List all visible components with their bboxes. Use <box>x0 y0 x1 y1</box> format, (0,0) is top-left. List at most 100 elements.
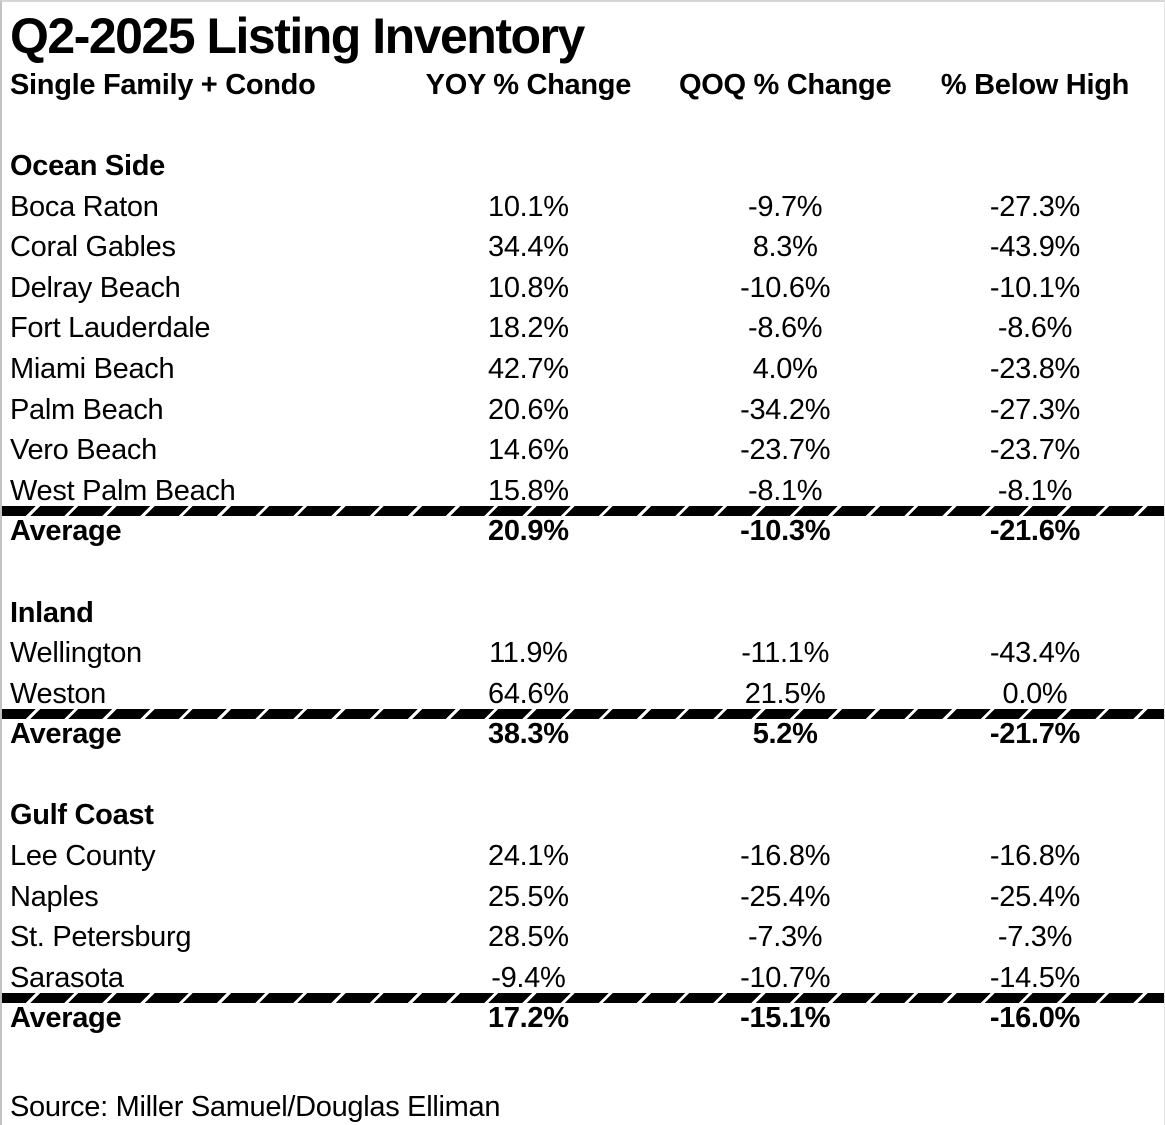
cell-value: -23.8% <box>989 352 1081 385</box>
table-row-coral-gables: Coral Gables 34.4% 8.3% -43.9% <box>2 227 1164 268</box>
cell-value: -9.7% <box>748 190 823 223</box>
column-header-qoq: QOQ % Change <box>678 68 892 101</box>
cell-label: Lee County <box>10 840 156 873</box>
cell-value: 24.1% <box>488 840 569 873</box>
section-header-ocean-side: Ocean Side <box>2 146 1164 187</box>
cell-value: 42.7% <box>488 352 569 385</box>
cell-value: -10.3% <box>740 515 831 548</box>
cell-value: 15.8% <box>488 474 569 507</box>
section-divider <box>2 505 1164 516</box>
cell-label: Wellington <box>10 637 142 670</box>
source-note: Source: Miller Samuel/Douglas Elliman <box>10 1091 501 1124</box>
cell-value: -8.1% <box>748 474 823 507</box>
cell-label: Ocean Side <box>10 149 165 182</box>
cell-value: -7.3% <box>997 921 1073 954</box>
cell-value: -43.9% <box>989 231 1081 264</box>
table-row-wellington: Wellington 11.9% -11.1% -43.4% <box>2 633 1164 674</box>
inventory-table: Single Family + Condo YOY % Change QOQ %… <box>2 65 1164 1039</box>
cell-value: -7.3% <box>748 921 823 954</box>
cell-label: Naples <box>10 880 99 913</box>
cell-value: -14.5% <box>989 961 1081 994</box>
column-header-yoy: YOY % Change <box>425 68 632 101</box>
cell-value: -8.6% <box>997 312 1073 345</box>
page-title: Q2-2025 Listing Inventory <box>10 8 585 64</box>
cell-label: Average <box>10 515 122 548</box>
section-header-inland: Inland <box>2 593 1164 634</box>
cell-value: -10.6% <box>740 271 831 304</box>
cell-value: -8.6% <box>748 312 823 345</box>
column-header-location: Single Family + Condo <box>10 68 316 101</box>
cell-value: 34.4% <box>488 231 569 264</box>
table-row-boca-raton: Boca Raton 10.1% -9.7% -27.3% <box>2 187 1164 228</box>
table-row-naples: Naples 25.5% -25.4% -25.4% <box>2 877 1164 918</box>
cell-value: 11.9% <box>489 637 568 670</box>
table-row-delray-beach: Delray Beach 10.8% -10.6% -10.1% <box>2 268 1164 309</box>
table-row-palm-beach: Palm Beach 20.6% -34.2% -27.3% <box>2 390 1164 431</box>
cell-label: Inland <box>10 596 94 629</box>
cell-value: 38.3% <box>488 718 569 751</box>
average-row-inland: Average 38.3% 5.2% -21.7% <box>2 715 1164 756</box>
cell-label: Average <box>10 718 122 751</box>
cell-label: Delray Beach <box>10 271 181 304</box>
cell-value: 28.5% <box>488 921 569 954</box>
cell-value: -23.7% <box>989 434 1081 467</box>
table-row-weston: Weston 64.6% 21.5% 0.0% <box>2 674 1164 715</box>
cell-label: West Palm Beach <box>10 474 236 507</box>
cell-value: 25.5% <box>488 880 569 913</box>
cell-label: Gulf Coast <box>10 799 154 832</box>
section-header-gulf-coast: Gulf Coast <box>2 796 1164 837</box>
spacer-row <box>2 552 1164 593</box>
cell-value: -16.0% <box>989 1002 1081 1035</box>
table-header-row: Single Family + Condo YOY % Change QOQ %… <box>2 65 1164 106</box>
cell-label: St. Petersburg <box>10 921 192 954</box>
table-row-lee-county: Lee County 24.1% -16.8% -16.8% <box>2 836 1164 877</box>
cell-value: 5.2% <box>752 718 818 751</box>
cell-value: 14.6% <box>488 434 569 467</box>
cell-value: 10.8% <box>488 271 569 304</box>
cell-value: -11.1% <box>741 637 830 670</box>
cell-value: -34.2% <box>740 393 831 426</box>
section-divider <box>2 708 1164 719</box>
table-row-west-palm-beach: West Palm Beach 15.8% -8.1% -8.1% <box>2 471 1164 512</box>
cell-label: Coral Gables <box>10 231 176 264</box>
cell-value: -8.1% <box>997 474 1073 507</box>
cell-value: 21.5% <box>744 677 826 710</box>
cell-value: -9.4% <box>491 961 566 994</box>
cell-value: -25.4% <box>740 880 831 913</box>
average-row-gulf-coast: Average 17.2% -15.1% -16.0% <box>2 999 1164 1040</box>
cell-value: -21.6% <box>989 515 1081 548</box>
cell-value: -43.4% <box>989 637 1081 670</box>
cell-value: 4.0% <box>752 352 818 385</box>
cell-value: 8.3% <box>752 231 818 264</box>
table-row-fort-lauderdale: Fort Lauderdale 18.2% -8.6% -8.6% <box>2 309 1164 350</box>
cell-label: Palm Beach <box>10 393 164 426</box>
cell-value: -10.7% <box>740 961 831 994</box>
section-divider <box>2 992 1164 1003</box>
cell-label: Miami Beach <box>10 352 175 385</box>
spacer-row <box>2 755 1164 796</box>
cell-label: Vero Beach <box>10 434 157 467</box>
table-row-sarasota: Sarasota -9.4% -10.7% -14.5% <box>2 958 1164 999</box>
cell-value: 0.0% <box>1002 677 1068 710</box>
table-row-vero-beach: Vero Beach 14.6% -23.7% -23.7% <box>2 430 1164 471</box>
table-row-miami-beach: Miami Beach 42.7% 4.0% -23.8% <box>2 349 1164 390</box>
cell-value: -23.7% <box>740 434 831 467</box>
cell-value: 10.1% <box>488 190 569 223</box>
cell-label: Boca Raton <box>10 190 159 223</box>
cell-value: -15.1% <box>740 1002 831 1035</box>
cell-value: 20.6% <box>488 393 569 426</box>
cell-label: Weston <box>10 677 106 710</box>
cell-value: -10.1% <box>989 271 1081 304</box>
cell-value: -27.3% <box>989 190 1081 223</box>
cell-value: -21.7% <box>989 718 1081 751</box>
average-row-ocean-side: Average 20.9% -10.3% -21.6% <box>2 512 1164 553</box>
cell-value: -27.3% <box>989 393 1081 426</box>
cell-label: Average <box>10 1002 122 1035</box>
cell-value: 17.2% <box>488 1002 569 1035</box>
cell-label: Sarasota <box>10 961 124 994</box>
cell-value: -16.8% <box>989 840 1081 873</box>
cell-value: 18.2% <box>488 312 569 345</box>
column-header-below-high: % Below High <box>940 68 1130 101</box>
table-row-st-petersburg: St. Petersburg 28.5% -7.3% -7.3% <box>2 917 1164 958</box>
